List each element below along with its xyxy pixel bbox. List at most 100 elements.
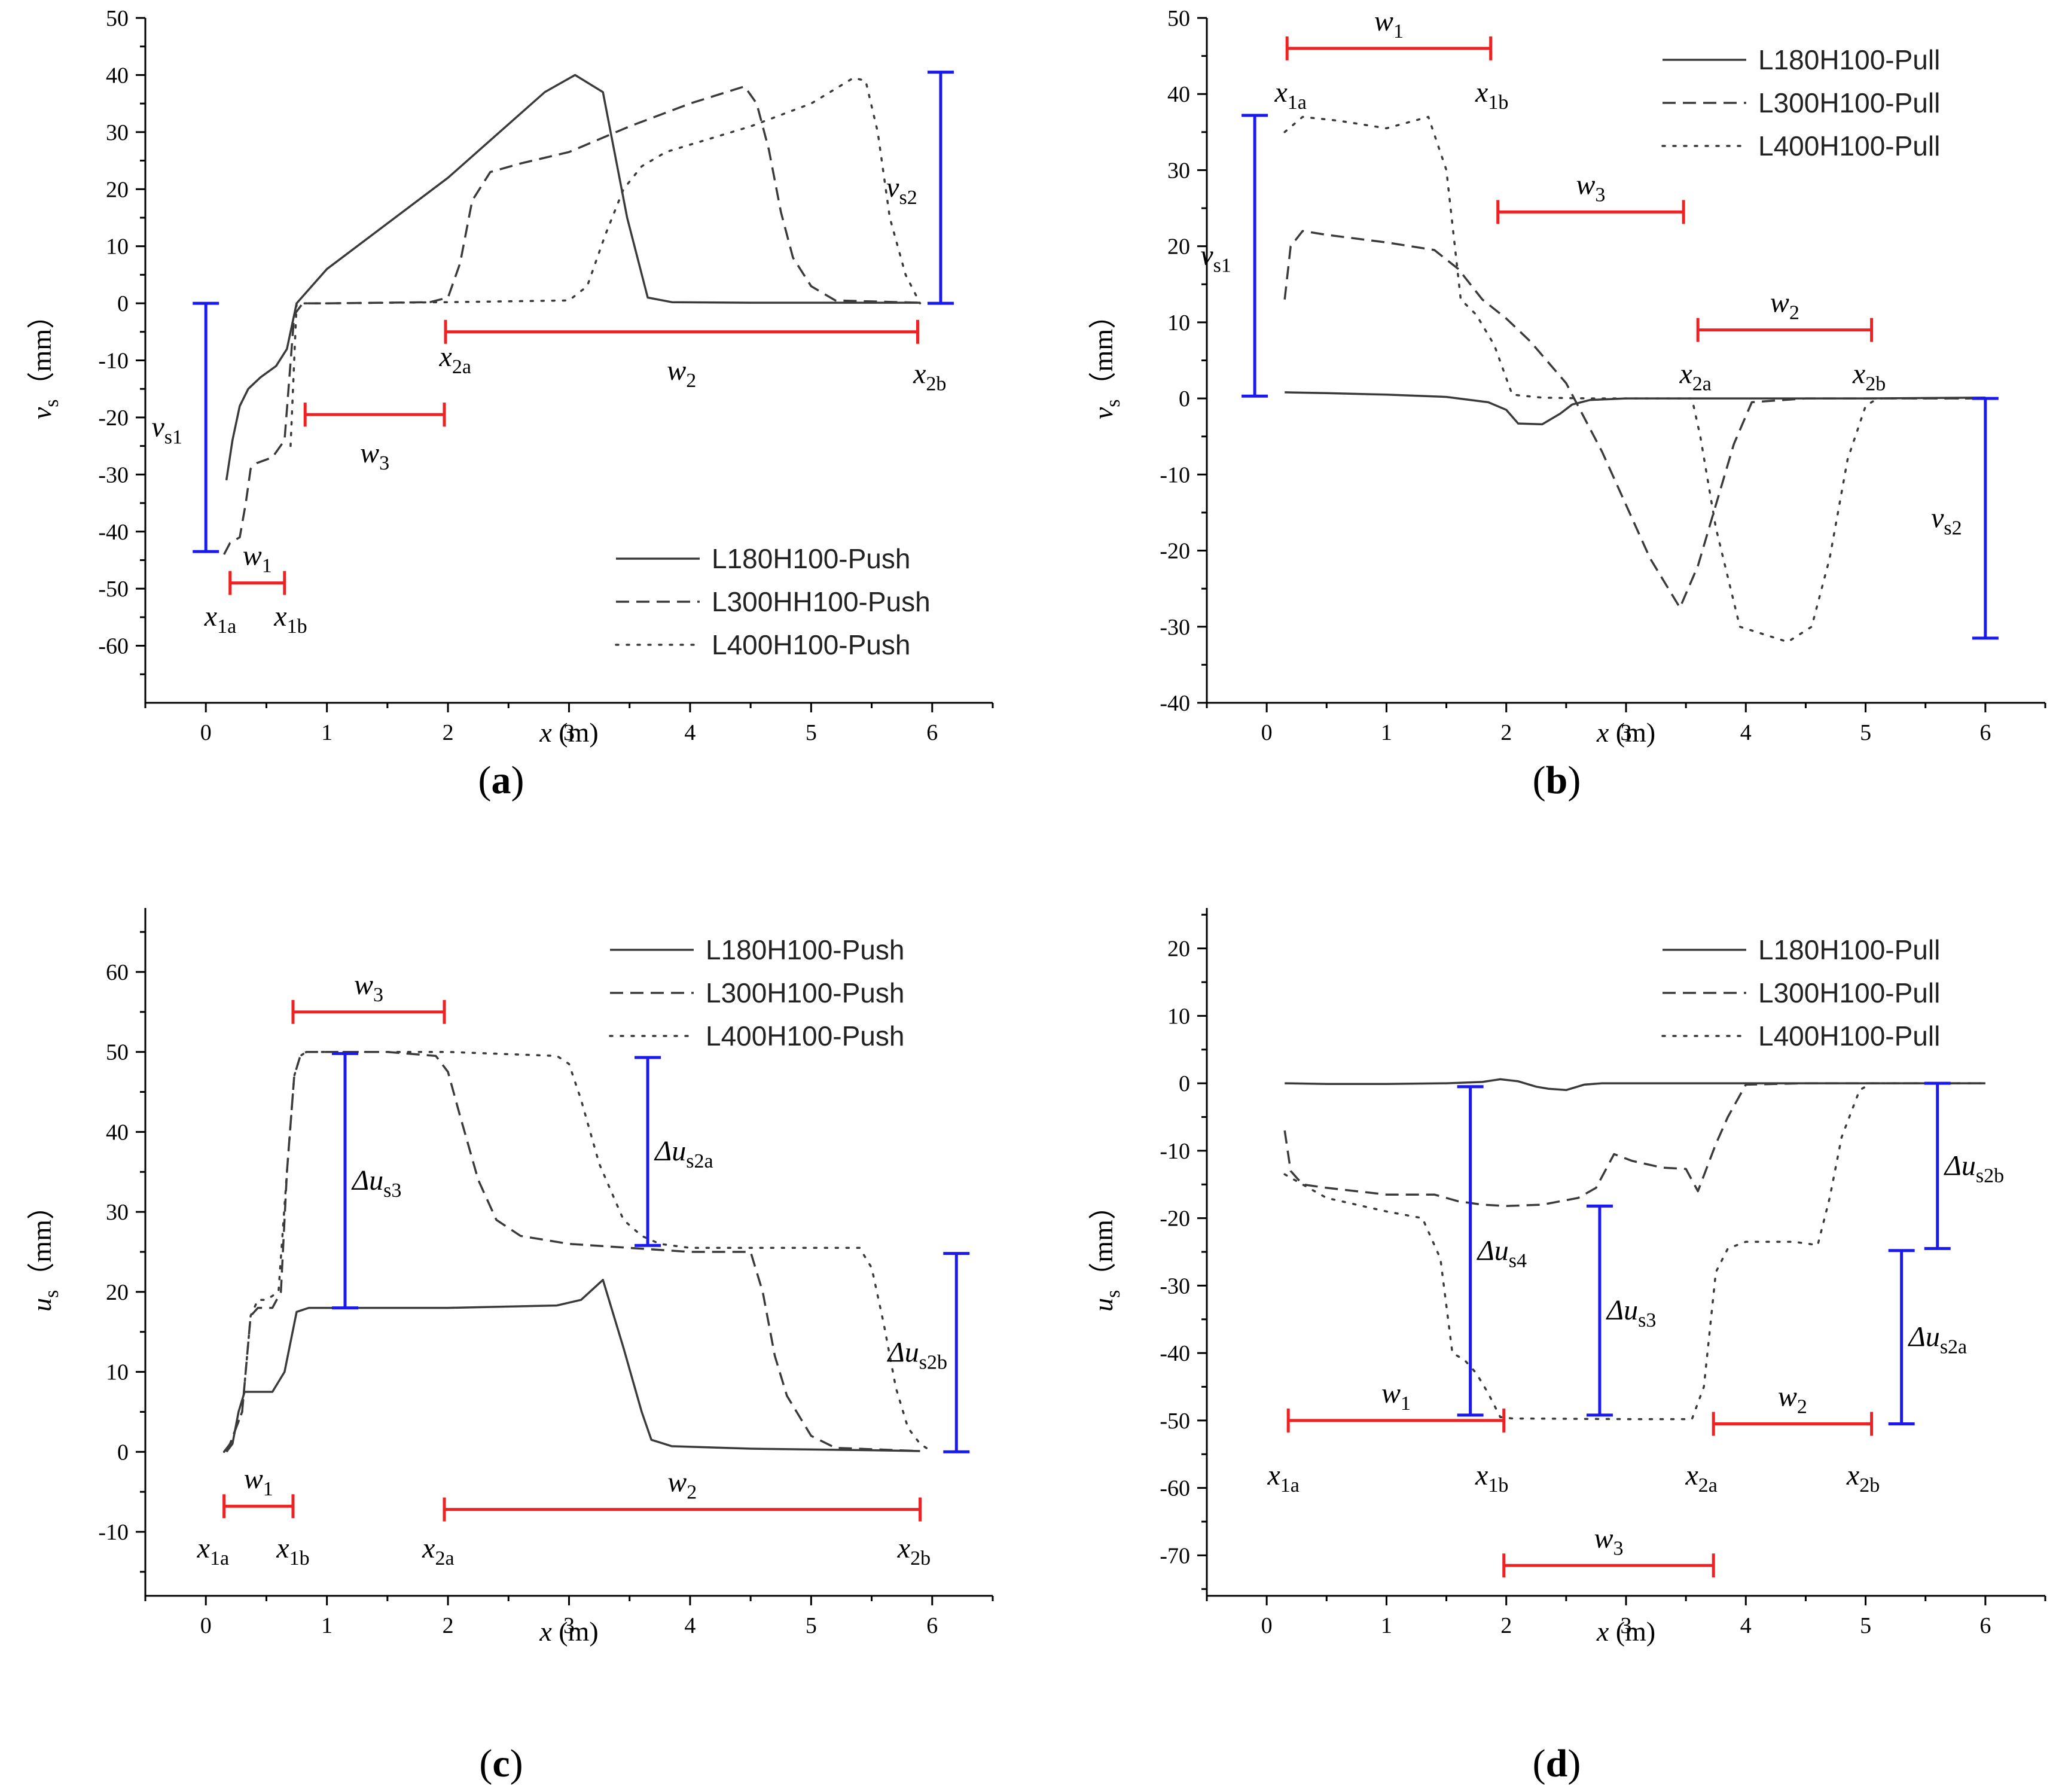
y-tick-label: -50 [1160, 1409, 1190, 1434]
series-line-3 [289, 77, 922, 447]
y-tick-label: 30 [1167, 158, 1190, 183]
range-label-s2b: Δus2b [887, 1336, 947, 1373]
chart-panel-d: 0 1 2 3 4 5 6 -70 -60 -50 -40 -30 -20 -10 0 10 20 x (m) us… [1088, 908, 2046, 1785]
legend-label: L300HH100-Push [712, 586, 931, 617]
y-tick-label: 50 [1167, 6, 1190, 31]
range-label-s1: vs1 [151, 412, 182, 449]
legend-label: L300H100-Pull [1758, 977, 1940, 1008]
width-label-w1: w1 [243, 540, 272, 577]
y-tick-label: 10 [106, 1360, 129, 1385]
width-label-w3: w3 [1594, 1522, 1623, 1559]
y-tick-label: -20 [1160, 1206, 1190, 1232]
position-label-2a: x2a [439, 341, 471, 378]
y-tick-label: -30 [1160, 615, 1190, 640]
range-label-s3: Δus3 [351, 1165, 401, 1202]
chart-panel-b: 0 1 2 3 4 5 6 -40 -30 -20 -10 0 10 20 30 40 50 x (m) vs（mm… [1088, 5, 2046, 802]
x-axis-title: x (m) [1596, 717, 1655, 748]
position-label-2b: x2b [1846, 1459, 1880, 1497]
series-line-2 [1283, 230, 1985, 609]
x-axis-title: x (m) [539, 717, 598, 748]
legend-label: L180H100-Push [712, 543, 910, 574]
y-tick-label: -60 [1160, 1476, 1190, 1501]
series-line-3 [222, 1050, 934, 1453]
series-line-1 [1285, 1078, 1985, 1092]
y-tick-label: 20 [106, 177, 129, 202]
y-tick-label: -10 [98, 1520, 129, 1545]
y-tick-label: 10 [106, 234, 129, 260]
range-label-s2a: Δus2a [1908, 1321, 1968, 1358]
legend-label: L180H100-Push [706, 934, 904, 965]
width-label-w1: w1 [1381, 1377, 1411, 1415]
position-label-1a: x1a [197, 1532, 229, 1569]
x-tick-label: 6 [1979, 720, 1991, 745]
y-tick-label: 20 [106, 1280, 129, 1305]
range-label-s2b: Δus2b [1944, 1150, 2004, 1187]
x-tick-label: 0 [1261, 1613, 1273, 1638]
range-label-s1: vs1 [1200, 240, 1231, 277]
y-tick-label: 0 [1179, 1071, 1190, 1096]
panel-caption-d: (d) [1533, 1742, 1581, 1785]
width-label-w3: w3 [360, 437, 389, 474]
x-tick-label: 1 [321, 720, 333, 745]
series-line-2 [223, 1050, 920, 1453]
legend-label: L300H100-Pull [1758, 87, 1940, 118]
width-label-w2: w2 [1770, 287, 1799, 324]
position-label-2b: x2b [1852, 358, 1886, 395]
x-tick-label: 4 [684, 1613, 696, 1638]
x-tick-label: 0 [200, 720, 212, 745]
y-tick-label: -40 [1160, 691, 1190, 716]
position-label-1a: x1a [1274, 77, 1306, 114]
x-tick-label: 5 [1860, 1613, 1871, 1638]
y-tick-label: 20 [1167, 937, 1190, 962]
series-line-1 [225, 1279, 920, 1453]
x-tick-label: 6 [926, 1613, 938, 1638]
position-label-1b: x1b [276, 1532, 309, 1569]
x-tick-label: 3 [563, 720, 575, 745]
x-tick-label: 2 [443, 720, 454, 745]
legend-label: L180H100-Pull [1758, 934, 1940, 965]
width-label-w2: w2 [667, 1467, 697, 1504]
y-tick-label: 40 [106, 63, 129, 88]
series-line-3 [1283, 1082, 1987, 1421]
x-tick-label: 2 [443, 1613, 454, 1638]
legend-label: L400H100-Push [706, 1020, 904, 1052]
y-tick-label: 0 [117, 1440, 129, 1465]
y-tick-label: -20 [1160, 539, 1190, 564]
range-label-s3: Δus3 [1606, 1294, 1656, 1331]
y-tick-label: -70 [1160, 1543, 1190, 1568]
y-axis-title: vs（mm） [1088, 301, 1124, 419]
y-tick-label: -10 [1160, 462, 1190, 487]
x-tick-label: 1 [1381, 1613, 1392, 1638]
legend-label: L300H100-Push [706, 977, 904, 1008]
y-tick-label: 40 [106, 1120, 129, 1145]
x-tick-label: 3 [1621, 720, 1632, 745]
x-tick-label: 4 [1740, 720, 1752, 745]
position-label-1a: x1a [1267, 1459, 1299, 1497]
y-tick-label: -50 [98, 577, 129, 602]
y-tick-label: 0 [1179, 386, 1190, 412]
position-label-1b: x1b [273, 601, 307, 638]
y-tick-label: -10 [1160, 1139, 1190, 1164]
x-tick-label: 5 [806, 1613, 817, 1638]
y-tick-label: 50 [106, 6, 129, 31]
x-axis-title: x (m) [1596, 1616, 1655, 1647]
y-axis-title: vs（mm） [26, 301, 63, 419]
panel-caption-a: (a) [478, 758, 524, 802]
x-tick-label: 1 [321, 1613, 333, 1638]
legend-label: L180H100-Pull [1758, 44, 1940, 75]
x-tick-label: 4 [684, 720, 696, 745]
y-tick-label: 10 [1167, 1004, 1190, 1029]
x-tick-label: 2 [1500, 1613, 1512, 1638]
range-label-s2a: Δus2a [654, 1135, 713, 1172]
position-label-1b: x1b [1475, 77, 1508, 114]
panel-caption-b: (b) [1533, 758, 1581, 802]
y-tick-label: -60 [98, 634, 129, 659]
y-tick-label: 30 [106, 1200, 129, 1225]
y-tick-label: 40 [1167, 82, 1190, 107]
chart-panel-c: 0 1 2 3 4 5 6 -10 0 10 20 30 40 50 60 x (m) us（mm） L180H1… [26, 908, 994, 1785]
y-tick-label: 10 [1167, 310, 1190, 336]
position-label-2a: x2a [1679, 358, 1711, 395]
series-line-3 [1283, 115, 1987, 643]
